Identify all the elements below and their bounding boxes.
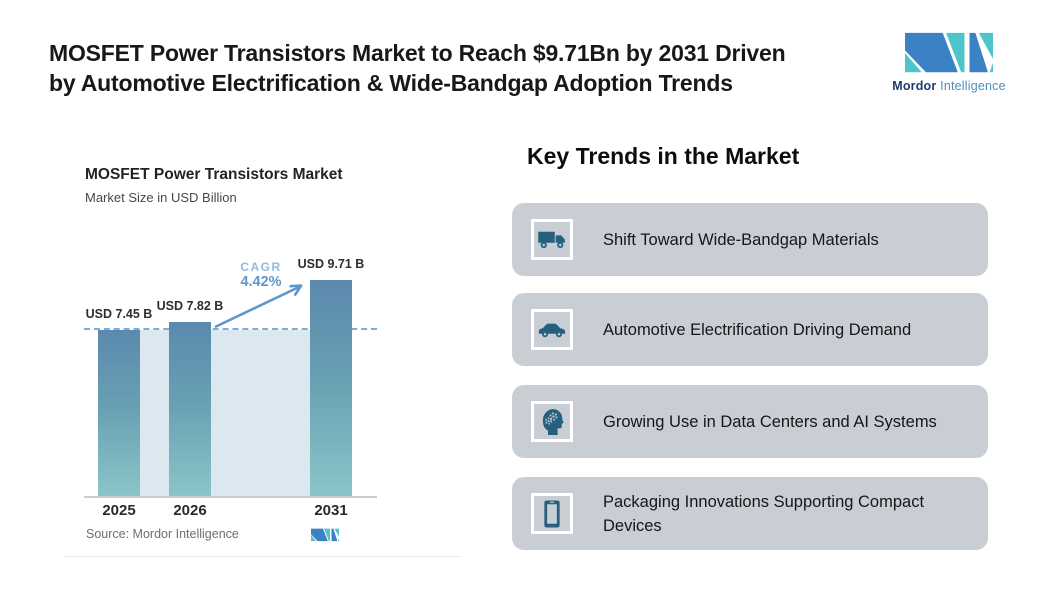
cagr-annotation: CAGR 4.42% (218, 260, 304, 290)
truck-icon (531, 219, 573, 260)
trend-card-wide-bandgap: Shift Toward Wide-Bandgap Materials (512, 203, 988, 276)
brand-name-bold: Mordor (892, 79, 937, 93)
trend-label: Growing Use in Data Centers and AI Syste… (603, 412, 937, 431)
x-axis-line (84, 496, 377, 498)
x-tick-2031: 2031 (314, 502, 348, 519)
trend-card-automotive: Automotive Electrification Driving Deman… (512, 293, 988, 366)
cagr-value: 4.42% (240, 274, 282, 290)
source-note: Source: Mordor Intelligence (86, 527, 239, 541)
trend-card-data-centers-ai: Growing Use in Data Centers and AI Syste… (512, 385, 988, 458)
x-tick-2026: 2026 (173, 502, 207, 519)
chart-title: MOSFET Power Transistors Market (85, 166, 343, 183)
trends-heading: Key Trends in the Market (527, 143, 800, 169)
x-tick-2025: 2025 (102, 502, 136, 519)
market-chart-card: MOSFET Power Transistors Market Market S… (65, 150, 461, 557)
chart-subtitle: Market Size in USD Billion (85, 190, 237, 205)
chart-area-fill (98, 330, 352, 496)
bar-2026 (169, 322, 211, 496)
bar-value-label-2025: USD 7.45 B (85, 307, 153, 321)
bar-2025 (98, 330, 140, 496)
cagr-label: CAGR (240, 260, 282, 274)
car-icon (531, 309, 573, 350)
brand-logo: Mordor Intelligence (886, 30, 1012, 93)
page-title-line2: by Automotive Electrification & Wide-Ban… (49, 70, 733, 96)
trend-card-packaging: Packaging Innovations Supporting Compact… (512, 477, 988, 550)
trend-label: Automotive Electrification Driving Deman… (603, 320, 912, 339)
trend-label: Packaging Innovations Supporting Compact… (603, 492, 925, 535)
trend-label: Shift Toward Wide-Bandgap Materials (603, 230, 879, 249)
smartphone-icon (531, 493, 573, 534)
bar-value-label-2031: USD 9.71 B (297, 257, 365, 271)
brand-name-light: Intelligence (940, 79, 1006, 93)
bar-2031 (310, 280, 352, 496)
brand-name: Mordor Intelligence (886, 79, 1012, 93)
bar-value-label-2026: USD 7.82 B (156, 299, 224, 313)
mordor-m-icon (905, 32, 993, 73)
chart-reference-dashed-line (84, 328, 377, 330)
page-title: MOSFET Power Transistors Market to Reach… (49, 38, 889, 98)
mordor-m-small-icon (311, 528, 339, 542)
page-title-line1: MOSFET Power Transistors Market to Reach… (49, 40, 786, 66)
ai-head-icon (531, 401, 573, 442)
